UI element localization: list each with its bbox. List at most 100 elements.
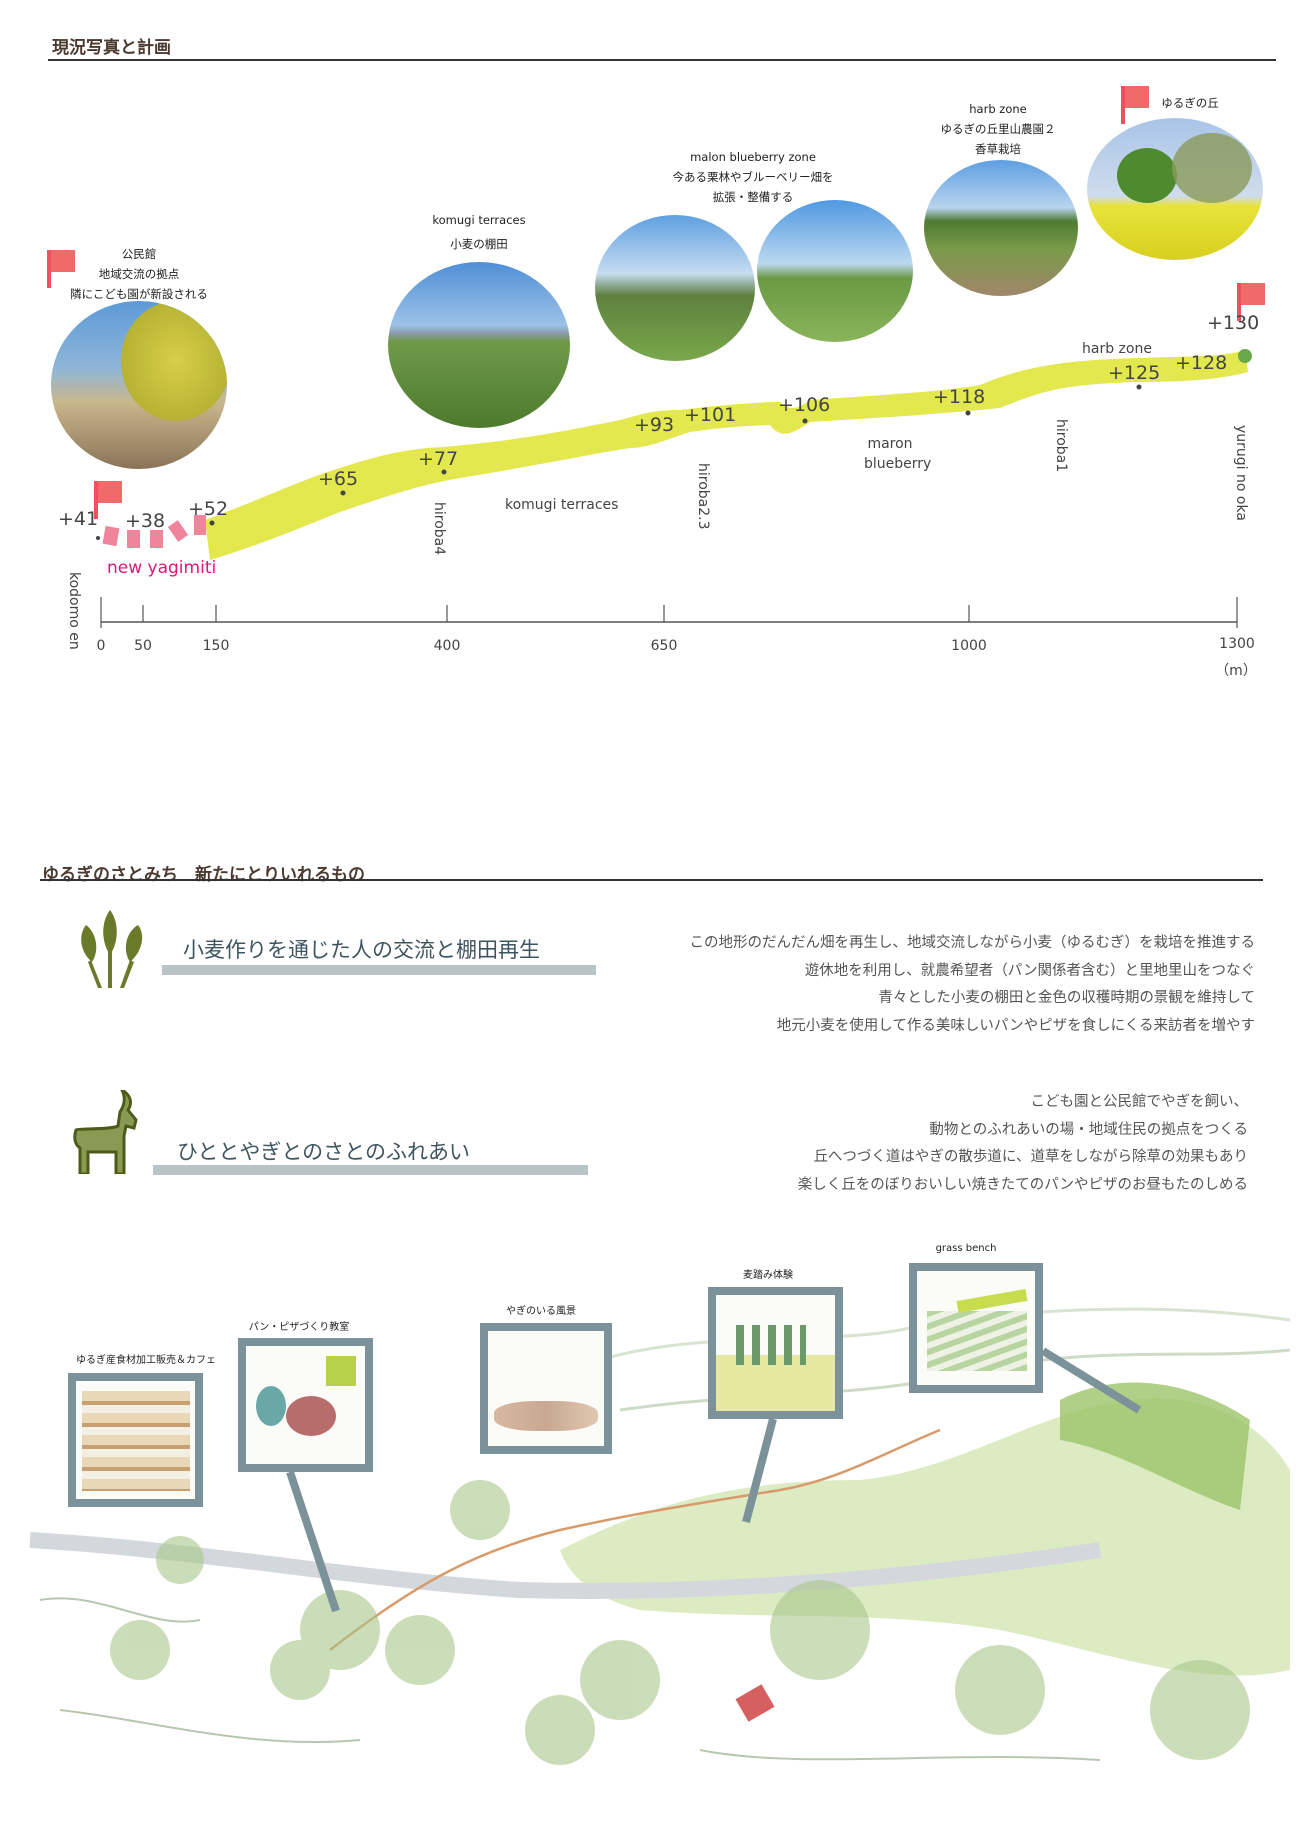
frame-label: やぎのいる風景 (506, 1306, 576, 1317)
terraced-fields (560, 1398, 1290, 1676)
caption-line: harb zone (969, 102, 1027, 116)
frame-grass-bench (909, 1263, 1043, 1393)
text-line: 青々とした小麦の棚田と金色の収穫時期の景観を維持して (878, 990, 1255, 1006)
flag-icon (94, 481, 124, 519)
text-line: 楽しく丘をのぼりおいしい焼きたてのパンやピザのお昼もたのしめる (797, 1176, 1248, 1193)
flag-icon (1237, 283, 1267, 321)
elevation-profile (96, 349, 1252, 628)
photo-komugi (388, 262, 570, 428)
divider (48, 59, 1276, 61)
section-title-current: 現況写真と計画 (52, 38, 171, 58)
photo-malon-2 (757, 200, 913, 342)
elevation-label: +118 (933, 386, 986, 408)
item-heading-goat: ひととやぎとのさとのふれあい (177, 1140, 470, 1164)
place-yurugi-no-oka: yurugi no oka (1233, 425, 1249, 521)
wheat-icon (81, 910, 143, 988)
frame-goats (480, 1323, 612, 1454)
axis-unit: （m） (1215, 663, 1257, 679)
text-line: こども園と公民館でやぎを飼い、 (1030, 1094, 1249, 1110)
zone-label-maron: maron blueberry (864, 434, 932, 474)
text-line: 遊休地を利用し、就農希望者（パン関係者含む）と里地里山をつなぐ (804, 962, 1255, 979)
pointer-line (286, 1470, 340, 1613)
photo-malon-1 (595, 215, 755, 361)
caption-line: malon blueberry zone (690, 150, 816, 164)
new-yagimiti-label: new yagimiti (107, 558, 217, 578)
tree-icon (1238, 349, 1252, 363)
pointer-line (742, 1417, 777, 1524)
new-yagimiti-path (102, 515, 206, 548)
frame-pizza (238, 1338, 373, 1472)
elevation-points (96, 384, 1142, 540)
frame-label: パン・ピザづくり教室 (248, 1322, 350, 1333)
zone-label-harb: harb zone (1082, 341, 1152, 357)
elevation-label: +101 (684, 404, 737, 426)
caption-line: ゆるぎの丘里山農園２ (940, 122, 1056, 136)
frame-label: ゆるぎ産食材加工販売＆カフェ (76, 1355, 216, 1366)
text-line: 動物とのふれあいの場・地域住民の拠点をつくる (929, 1121, 1248, 1138)
elevation-label: +128 (1175, 352, 1228, 374)
item-text-goat: こども園と公民館でやぎを飼い、 動物とのふれあいの場・地域住民の拠点をつくる 丘… (798, 1089, 1248, 1199)
elevation-band (205, 350, 1248, 560)
photo-kominkan (51, 301, 227, 469)
frame-mugifumi (708, 1287, 843, 1419)
caption-komugi: komugi terraces 小麦の棚田 (432, 208, 525, 256)
place-hiroba4: hiroba4 (431, 502, 447, 556)
tick-label: 400 (433, 638, 461, 654)
landscape-sketch (29, 1307, 1291, 1765)
caption-line: komugi terraces (432, 213, 526, 227)
caption-kominkan: 公民館 地域交流の拠点 隣にこども園が新設される (70, 244, 208, 304)
tick-label: 0 (96, 638, 106, 654)
item-heading-wheat: 小麦作りを通じた人の交流と棚田再生 (183, 938, 540, 962)
elevation-label: +77 (418, 448, 459, 470)
elevation-label: +65 (318, 468, 359, 490)
elevation-label: +130 (1207, 312, 1260, 334)
caption-malon: malon blueberry zone 今ある栗林やブルーベリー畑を 拡張・整… (673, 147, 834, 207)
frame-label: 麦踏み体験 (743, 1270, 793, 1281)
caption-line: 今ある栗林やブルーベリー畑を (672, 170, 834, 184)
section-title-new: ゆるぎのさとみち 新たにとりいれるもの (42, 865, 365, 885)
divider (40, 879, 1263, 881)
zone-line: maron (867, 436, 913, 452)
place-hiroba1: hiroba1 (1053, 419, 1069, 473)
caption-line: 地域交流の拠点 (98, 267, 180, 281)
caption-line: 香草栽培 (975, 142, 1021, 156)
house-roof (735, 1684, 775, 1722)
photo-harb (924, 160, 1078, 296)
tick-label: 1000 (951, 638, 987, 654)
tick-label: 1300 (1219, 636, 1255, 652)
heading-underline (153, 1165, 588, 1175)
text-line: 地元小麦を使用して作る美味しいパンやピザを食しにくる来訪者を増やす (776, 1017, 1255, 1034)
flag-icon (1121, 86, 1151, 124)
pointer-line (1040, 1347, 1142, 1414)
place-hiroba2-3: hiroba2.3 (695, 463, 711, 530)
elevation-label: +125 (1108, 362, 1161, 384)
zone-label-komugi: komugi terraces (505, 497, 619, 513)
goat-icon (73, 1090, 138, 1174)
caption-line: 隣にこども園が新設される (70, 287, 208, 301)
tick-label: 50 (134, 638, 152, 654)
item-text-wheat: この地形のだんだん畑を再生し、地域交流しながら小麦（ゆるむぎ）を栽培を推進する … (690, 930, 1256, 1040)
text-line: 丘へつづく道はやぎの散歩道に、道草をしながら除草の効果もあり (813, 1149, 1248, 1165)
tick-label: 150 (202, 638, 230, 654)
caption-line: 小麦の棚田 (450, 237, 508, 251)
elevation-label: +106 (778, 394, 831, 416)
frame-label: grass bench (935, 1243, 997, 1254)
tick-label: 650 (650, 638, 678, 654)
flag-icon (47, 250, 77, 288)
heading-underline (162, 965, 596, 975)
axis-ticks (100, 597, 1238, 628)
place-kodomo-en: kodomo en (66, 572, 82, 650)
caption-line: 拡張・整備する (712, 190, 794, 204)
photo-yurugi (1087, 118, 1263, 260)
trail (329, 1428, 941, 1651)
elevation-label: +52 (188, 498, 229, 520)
frame-cafe (68, 1373, 203, 1507)
caption-harb: harb zone ゆるぎの丘里山農園２ 香草栽培 (941, 99, 1056, 159)
elevation-label: +93 (634, 414, 675, 436)
elevation-label: +38 (125, 510, 166, 532)
elevation-label: +41 (58, 508, 99, 530)
text-line: この地形のだんだん畑を再生し、地域交流しながら小麦（ゆるむぎ）を栽培を推進する (689, 935, 1256, 951)
zone-line: blueberry (864, 456, 932, 472)
caption-yurugi: ゆるぎの丘 (1161, 96, 1219, 110)
caption-line: 公民館 (121, 247, 157, 261)
